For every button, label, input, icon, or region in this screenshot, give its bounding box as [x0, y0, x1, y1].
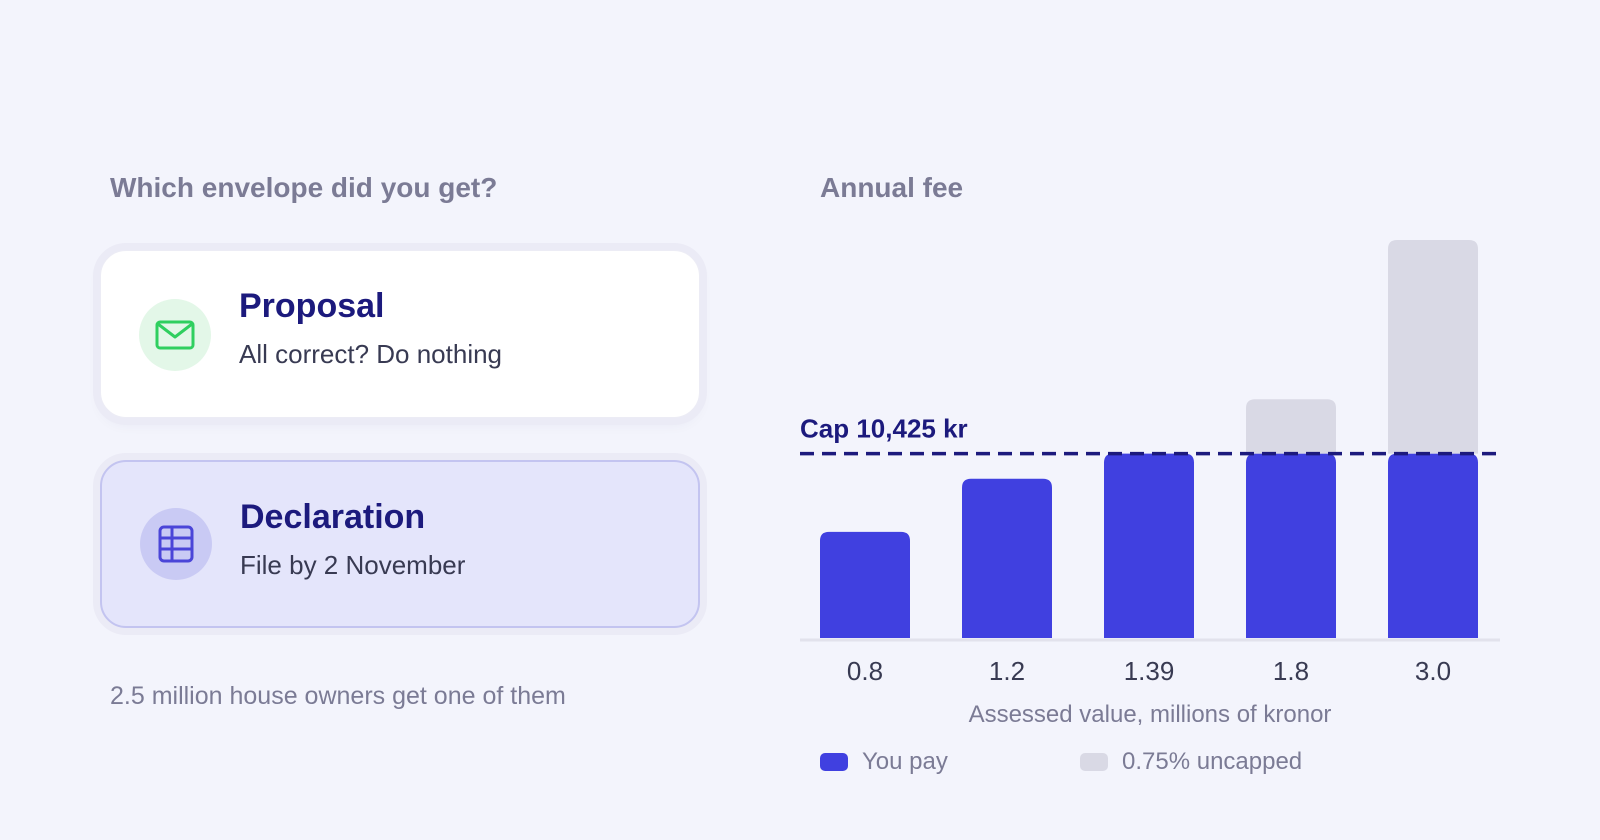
declaration-card[interactable]: Declaration File by 2 November: [100, 460, 700, 628]
declaration-title: Declaration: [240, 498, 426, 536]
bar-you-pay-1.39: [1104, 453, 1194, 638]
proposal-card[interactable]: Proposal All correct? Do nothing: [100, 250, 700, 418]
envelope-icon: [155, 320, 195, 350]
legend-label-uncapped: 0.75% uncapped: [1122, 748, 1303, 775]
x-tick-3.0: 3.0: [1415, 656, 1451, 686]
legend-label-you-pay: You pay: [862, 748, 948, 775]
proposal-icon-circle: [139, 299, 211, 371]
x-axis-label: Assessed value, millions of kronor: [969, 701, 1332, 728]
bar-you-pay-0.8: [820, 531, 910, 638]
bar-you-pay-1.2: [962, 478, 1052, 638]
envelope-question-title: Which envelope did you get?: [110, 172, 498, 203]
legend-swatch-uncapped: [1080, 753, 1108, 771]
x-tick-0.8: 0.8: [847, 656, 883, 686]
cap-label: Cap 10,425 kr: [800, 414, 968, 444]
owners-footnote: 2.5 million house owners get one of them: [110, 682, 566, 710]
chart-bars: [820, 240, 1478, 638]
legend-swatch-you-pay: [820, 753, 848, 771]
proposal-subtitle: All correct? Do nothing: [239, 339, 503, 369]
proposal-title: Proposal: [239, 287, 385, 325]
x-tick-1.2: 1.2: [989, 656, 1025, 686]
declaration-icon-circle: [140, 508, 212, 580]
legend-you-pay: You pay: [820, 748, 948, 776]
declaration-subtitle: File by 2 November: [240, 550, 466, 580]
x-tick-labels: 0.8 1.2 1.39 1.8 3.0: [847, 656, 1451, 686]
bar-uncapped-1.8: [1246, 399, 1336, 454]
legend-uncapped: 0.75% uncapped: [1080, 748, 1302, 776]
table-icon: [158, 525, 194, 563]
bar-you-pay-1.8: [1246, 453, 1336, 638]
x-tick-1.8: 1.8: [1273, 656, 1309, 686]
bar-you-pay-3.0: [1388, 453, 1478, 638]
bar-uncapped-3.0: [1388, 240, 1478, 454]
x-tick-1.39: 1.39: [1124, 656, 1175, 686]
chart-title: Annual fee: [820, 172, 964, 203]
